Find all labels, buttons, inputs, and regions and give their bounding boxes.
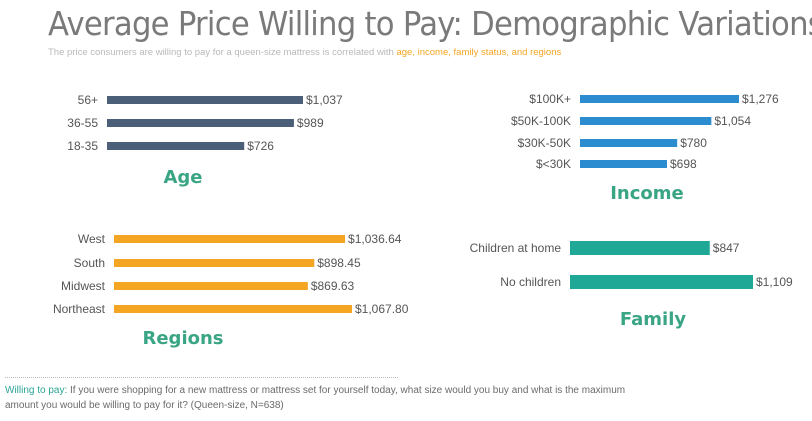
category-label: No children (500, 275, 561, 289)
panel-title: Regions (142, 328, 223, 349)
value-label: $1,067.80 (355, 302, 409, 316)
bar (580, 117, 712, 125)
value-label: $698 (670, 157, 697, 171)
category-label: $100K+ (529, 92, 571, 106)
value-label: $1,109 (756, 275, 793, 289)
bar (114, 305, 352, 313)
footer-divider (5, 377, 398, 378)
panel-age: 56+ $1,037 36-55 $989 18-35 $726 Age (67, 93, 343, 188)
bar (570, 275, 753, 289)
footnote-text: If you were shopping for a new mattress … (5, 385, 626, 411)
bar (107, 119, 294, 127)
bar (580, 139, 678, 147)
category-label: $50K-100K (511, 114, 571, 128)
value-label: $780 (680, 136, 707, 150)
value-label: $1,037 (306, 93, 343, 107)
page-title: Average Price Willing to Pay: Demographi… (48, 4, 812, 43)
panel-title: Income (610, 183, 684, 204)
footnote-lead: Willing to pay: (5, 385, 68, 396)
value-label: $1,054 (714, 114, 751, 128)
bar (580, 160, 667, 168)
category-label: South (74, 256, 105, 270)
bar (107, 96, 303, 104)
bar (114, 259, 315, 267)
value-label: $726 (247, 139, 274, 153)
category-label: $30K-50K (518, 136, 571, 150)
subtitle-highlight: age, income, family status, and regions (396, 47, 562, 58)
category-label: Midwest (61, 279, 106, 293)
bar (114, 282, 308, 290)
value-label: $869.63 (311, 279, 355, 293)
value-label: $1,036.64 (348, 232, 402, 246)
panel-income: $100K+ $1,276 $50K-100K $1,054 $30K-50K $780 $… (511, 92, 779, 204)
subtitle-text: The price consumers are willing to pay f… (48, 47, 397, 58)
category-label: $<30K (536, 157, 571, 171)
category-label: West (78, 232, 106, 246)
page-subtitle: The price consumers are willing to pay f… (48, 47, 561, 58)
value-label: $847 (713, 241, 740, 255)
footnote: Willing to pay: If you were shopping for… (5, 383, 645, 413)
panel-title: Family (620, 309, 686, 330)
category-label: 18-35 (67, 139, 98, 153)
category-label: Children at home (470, 241, 562, 255)
panel-family: Children at home $847 No children $1,109 Fam… (470, 241, 793, 330)
category-label: 56+ (78, 93, 98, 107)
value-label: $1,276 (742, 92, 779, 106)
panel-regions: West $1,036.64 South $898.45 Midwest $869.63 N… (53, 232, 409, 349)
value-label: $898.45 (317, 256, 361, 270)
panel-title: Age (163, 167, 202, 188)
bar (580, 95, 739, 103)
category-label: Northeast (53, 302, 106, 316)
value-label: $989 (297, 116, 324, 130)
category-label: 36-55 (67, 116, 98, 130)
bar (114, 235, 346, 243)
bar (107, 142, 245, 150)
bar (570, 241, 710, 255)
